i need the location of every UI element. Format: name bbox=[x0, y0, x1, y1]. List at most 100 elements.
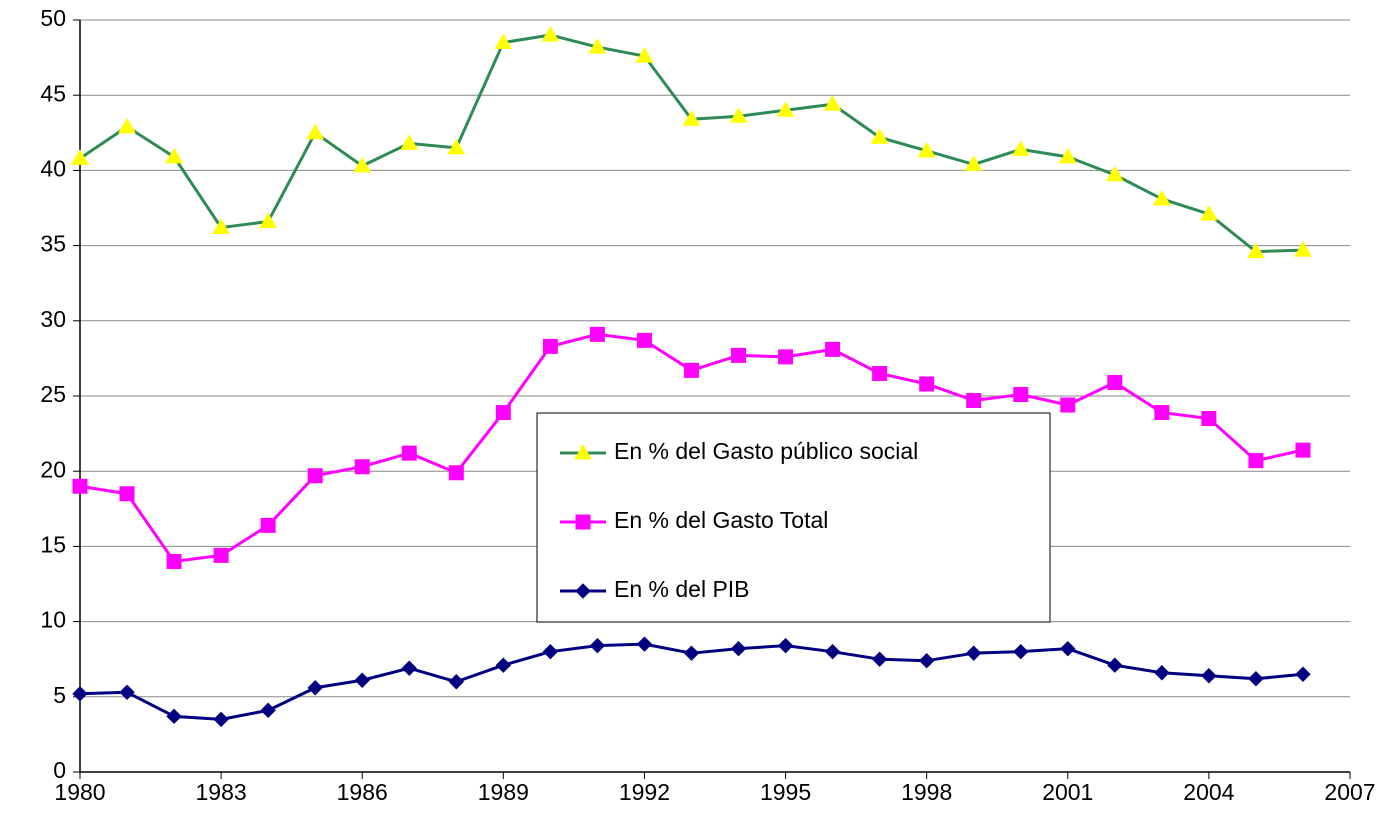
marker bbox=[589, 326, 605, 342]
marker bbox=[776, 101, 795, 117]
marker bbox=[1294, 241, 1312, 257]
x-tick-label: 1980 bbox=[54, 779, 105, 805]
marker bbox=[213, 547, 229, 563]
marker bbox=[448, 674, 465, 690]
marker bbox=[731, 347, 747, 363]
marker bbox=[119, 486, 135, 502]
marker bbox=[575, 514, 591, 530]
marker bbox=[495, 657, 512, 673]
marker bbox=[1013, 386, 1029, 402]
x-tick-label: 1983 bbox=[196, 779, 247, 805]
marker bbox=[307, 680, 323, 696]
y-tick-label: 0 bbox=[53, 757, 66, 783]
marker bbox=[918, 652, 935, 669]
marker bbox=[71, 149, 89, 165]
y-tick-label: 50 bbox=[40, 5, 66, 31]
marker bbox=[966, 393, 982, 409]
marker bbox=[542, 643, 559, 660]
marker bbox=[1060, 397, 1076, 413]
marker bbox=[353, 156, 372, 173]
marker bbox=[1247, 242, 1265, 259]
x-tick-label: 2004 bbox=[1183, 779, 1234, 805]
marker bbox=[542, 338, 558, 354]
marker bbox=[683, 362, 699, 378]
marker bbox=[448, 465, 464, 481]
x-tick-label: 1998 bbox=[901, 779, 952, 805]
x-tick-label: 1992 bbox=[619, 779, 670, 805]
marker bbox=[260, 702, 276, 719]
marker bbox=[1201, 411, 1217, 427]
marker bbox=[354, 672, 370, 688]
marker bbox=[1154, 405, 1170, 421]
marker bbox=[825, 341, 841, 357]
marker bbox=[575, 583, 591, 599]
marker bbox=[165, 147, 183, 164]
marker bbox=[72, 478, 88, 494]
x-tick-label: 1989 bbox=[478, 779, 529, 805]
legend-box bbox=[536, 412, 1051, 623]
marker bbox=[119, 684, 135, 700]
marker bbox=[683, 645, 700, 661]
marker bbox=[1058, 147, 1077, 164]
marker bbox=[1248, 671, 1264, 687]
y-tick-label: 40 bbox=[40, 155, 66, 181]
marker bbox=[964, 155, 983, 171]
x-tick-label: 1995 bbox=[760, 779, 811, 805]
y-tick-label: 5 bbox=[53, 682, 66, 708]
marker bbox=[1201, 668, 1217, 684]
marker bbox=[447, 138, 466, 155]
marker bbox=[1295, 442, 1311, 458]
marker bbox=[1107, 657, 1123, 673]
legend-label: En % del PIB bbox=[614, 576, 750, 602]
marker bbox=[1152, 189, 1171, 206]
marker bbox=[729, 107, 748, 123]
marker bbox=[306, 123, 325, 140]
marker bbox=[1154, 665, 1170, 681]
marker bbox=[401, 660, 417, 676]
marker bbox=[574, 443, 592, 460]
marker bbox=[494, 33, 513, 50]
marker bbox=[589, 637, 606, 654]
y-tick-label: 10 bbox=[40, 607, 66, 633]
marker bbox=[72, 686, 88, 702]
marker bbox=[1107, 374, 1123, 390]
marker bbox=[682, 110, 701, 126]
marker bbox=[213, 711, 229, 728]
series-line bbox=[79, 33, 1304, 254]
marker bbox=[1248, 453, 1264, 469]
marker bbox=[259, 212, 278, 229]
marker bbox=[1013, 643, 1029, 660]
marker bbox=[778, 349, 794, 365]
marker bbox=[401, 445, 417, 461]
marker bbox=[1200, 205, 1218, 221]
marker bbox=[635, 47, 654, 63]
marker bbox=[118, 117, 136, 134]
marker bbox=[872, 365, 888, 381]
marker bbox=[541, 26, 560, 42]
marker bbox=[870, 128, 889, 144]
y-tick-label: 25 bbox=[40, 381, 66, 407]
marker bbox=[823, 95, 842, 111]
marker bbox=[824, 643, 841, 660]
x-tick-label: 2001 bbox=[1042, 779, 1093, 805]
y-tick-label: 35 bbox=[40, 231, 66, 257]
marker bbox=[636, 332, 652, 348]
marker bbox=[166, 553, 182, 569]
marker bbox=[588, 38, 607, 54]
marker bbox=[871, 651, 888, 667]
y-tick-label: 30 bbox=[40, 306, 66, 332]
x-tick-label: 1986 bbox=[337, 779, 388, 805]
marker bbox=[307, 468, 323, 484]
marker bbox=[212, 218, 230, 235]
legend-label: En % del Gasto público social bbox=[614, 438, 918, 464]
y-tick-label: 20 bbox=[40, 456, 66, 482]
marker bbox=[166, 708, 182, 725]
legend-label: En % del Gasto Total bbox=[614, 507, 828, 533]
marker bbox=[495, 405, 511, 421]
marker bbox=[1295, 666, 1311, 682]
marker bbox=[1060, 640, 1076, 657]
y-tick-label: 15 bbox=[40, 531, 66, 557]
marker bbox=[260, 517, 276, 533]
x-tick-label: 2007 bbox=[1324, 779, 1375, 805]
